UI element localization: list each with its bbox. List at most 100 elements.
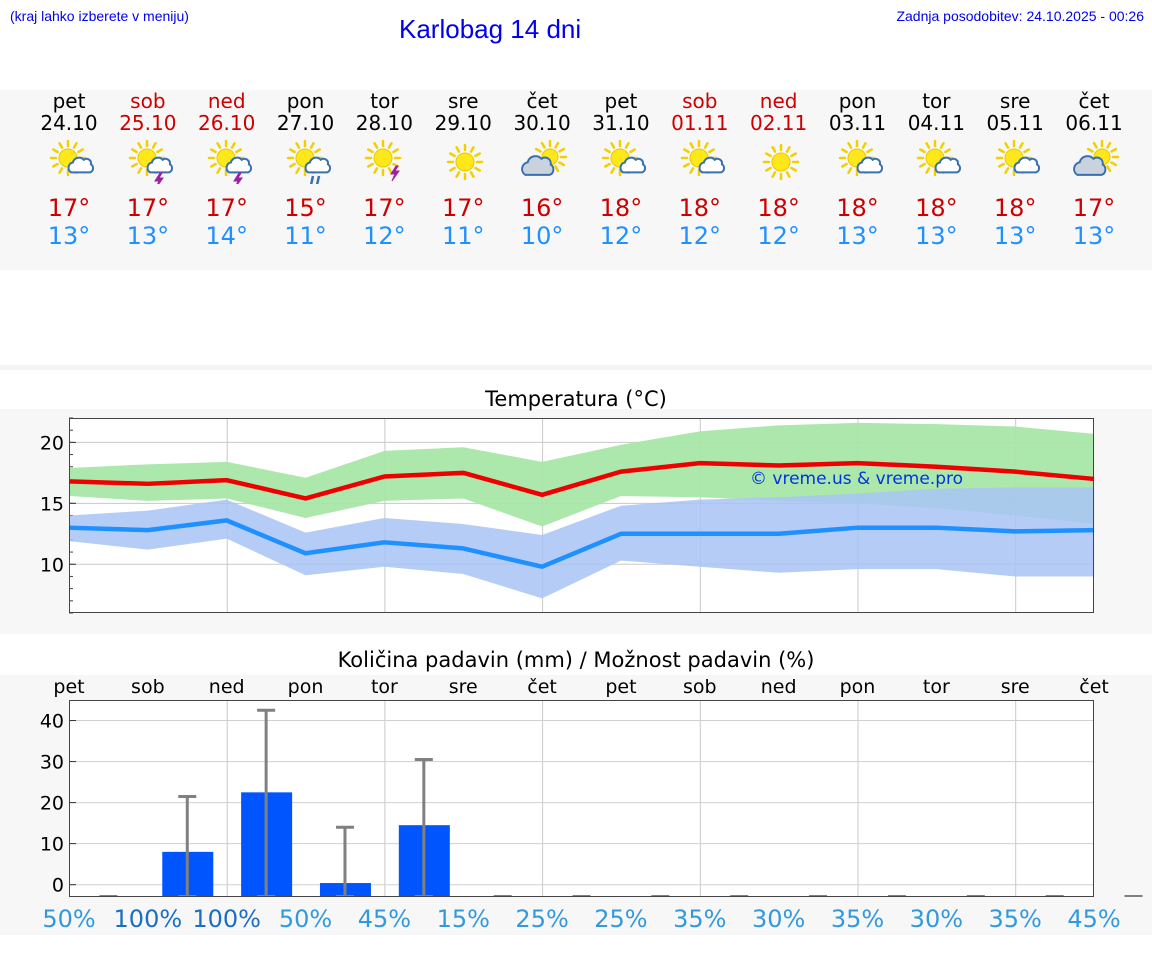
sun-cloud-icon (601, 140, 646, 177)
forecast-strip (0, 90, 1152, 270)
max-temp: 18° (836, 194, 879, 222)
precip-probability: 45% (1067, 905, 1120, 933)
precip-probability: 25% (594, 905, 647, 933)
min-temp: 10° (520, 222, 564, 250)
location-menu-note[interactable]: (kraj lahko izberete v meniju) (10, 8, 189, 24)
max-temp: 17° (205, 194, 248, 222)
precip-probability: 35% (831, 905, 884, 933)
min-temp: 13° (1072, 222, 1116, 250)
day-name: sre (447, 89, 479, 113)
min-temp-line (68, 518, 1095, 569)
day-date: 27.10 (276, 111, 335, 135)
max-temp-line (68, 460, 1095, 501)
sun-thunder-icon (365, 140, 402, 182)
day-column: tor 28.10 17° 12° (344, 90, 424, 250)
max-temp: 18° (599, 194, 643, 222)
day-name: tor (922, 89, 951, 113)
y-tick-label: 0 (52, 875, 64, 897)
sun-cloud-thunder-icon (207, 140, 252, 184)
day-date: 29.10 (434, 111, 492, 135)
precip-probability: 25% (515, 905, 568, 933)
day-name: pet (52, 89, 86, 113)
day-name: pon (286, 89, 325, 113)
x-category-label: pet (53, 676, 84, 698)
sun-cloud-icon (680, 140, 725, 177)
min-temp: 13° (47, 222, 91, 250)
day-column: sre 29.10 17° 11° (423, 90, 503, 250)
day-date: 28.10 (355, 111, 414, 135)
precipitation-chart: pet sob ned pon tor sre čet pet sob ned pon tor sre č… (40, 676, 1143, 933)
day-date: 24.10 (40, 111, 98, 135)
day-name: pon (838, 89, 877, 113)
day-column: pet 31.10 18° 12° (581, 90, 661, 250)
max-temp: 18° (757, 194, 800, 222)
y-tick-label: 10 (40, 554, 64, 576)
day-date: 06.11 (1065, 111, 1123, 135)
day-column: čet 30.10 16° 10° (502, 90, 582, 250)
min-temp: 12° (757, 222, 800, 250)
precip-probability: 30% (752, 905, 805, 933)
day-name: čet (1078, 89, 1110, 113)
max-temp: 17° (47, 194, 91, 222)
min-temp: 11° (284, 222, 327, 250)
divider (0, 365, 1152, 370)
day-date: 31.10 (592, 111, 650, 135)
max-temp: 16° (520, 194, 564, 222)
sun-cloud-icon (995, 140, 1041, 177)
day-date: 01.11 (671, 111, 729, 135)
y-tick-label: 20 (40, 432, 64, 454)
x-category-label: tor (923, 676, 950, 698)
x-category-label: tor (371, 676, 398, 698)
sun-icon (447, 143, 484, 181)
day-name: pet (604, 89, 638, 113)
min-temp-range-band (69, 487, 1095, 599)
plot-frame (69, 418, 1094, 613)
y-tick-label: 20 (40, 793, 64, 815)
precip-probability: 35% (673, 905, 726, 933)
min-temp: 13° (126, 222, 170, 250)
day-date: 25.10 (119, 111, 177, 135)
day-date: 03.11 (828, 111, 887, 135)
x-category-label: pon (288, 676, 324, 698)
x-category-label: sob (131, 676, 165, 698)
day-date: 04.11 (907, 111, 965, 135)
day-column: sre 05.11 18° 13° (975, 90, 1055, 250)
x-category-label: sre (449, 676, 478, 698)
precip-probability: 35% (989, 905, 1042, 933)
min-temp: 12° (678, 222, 722, 250)
cloud-sun-icon (521, 140, 568, 176)
day-column: pet 24.10 17° 13° (29, 90, 109, 250)
x-category-label: pet (605, 676, 636, 698)
page-title: Karlobag 14 dni (399, 14, 582, 44)
watermark: © vreme.us & vreme.pro (750, 469, 963, 489)
precip-probability: 50% (279, 905, 332, 933)
max-temp: 18° (915, 194, 958, 222)
precip-probability: 100% (192, 905, 261, 933)
x-category-label: čet (527, 676, 557, 698)
y-tick-label: 10 (40, 834, 64, 856)
day-date: 30.10 (513, 111, 571, 135)
plot-area (69, 700, 1094, 897)
day-name: sre (999, 89, 1031, 113)
sun-cloud-rain-icon (286, 140, 331, 184)
min-temp: 12° (363, 222, 406, 250)
day-name: sob (682, 89, 718, 113)
x-category-label: čet (1079, 676, 1109, 698)
cloud-sun-icon (1073, 140, 1120, 176)
temperature-chart-title: Temperatura (°C) (485, 387, 667, 411)
temperature-chart: 10 15 20 © vreme.us & vreme.pro (40, 417, 1095, 614)
max-temp: 17° (441, 194, 485, 222)
precip-probability: 30% (910, 905, 963, 933)
x-category-label: ned (761, 676, 797, 698)
x-category-label: pon (840, 676, 876, 698)
sun-cloud-icon (49, 140, 95, 177)
sun-cloud-icon (838, 140, 883, 177)
day-column: tor 04.11 18° 13° (896, 90, 976, 250)
day-column: sob 25.10 17° 13° (108, 90, 188, 250)
day-date: 02.11 (750, 111, 808, 135)
x-category-label: sre (1001, 676, 1030, 698)
day-name: ned (759, 89, 798, 113)
y-tick-label: 30 (40, 752, 64, 774)
precip-probability: 15% (437, 905, 490, 933)
precip-probability: 100% (114, 905, 183, 933)
